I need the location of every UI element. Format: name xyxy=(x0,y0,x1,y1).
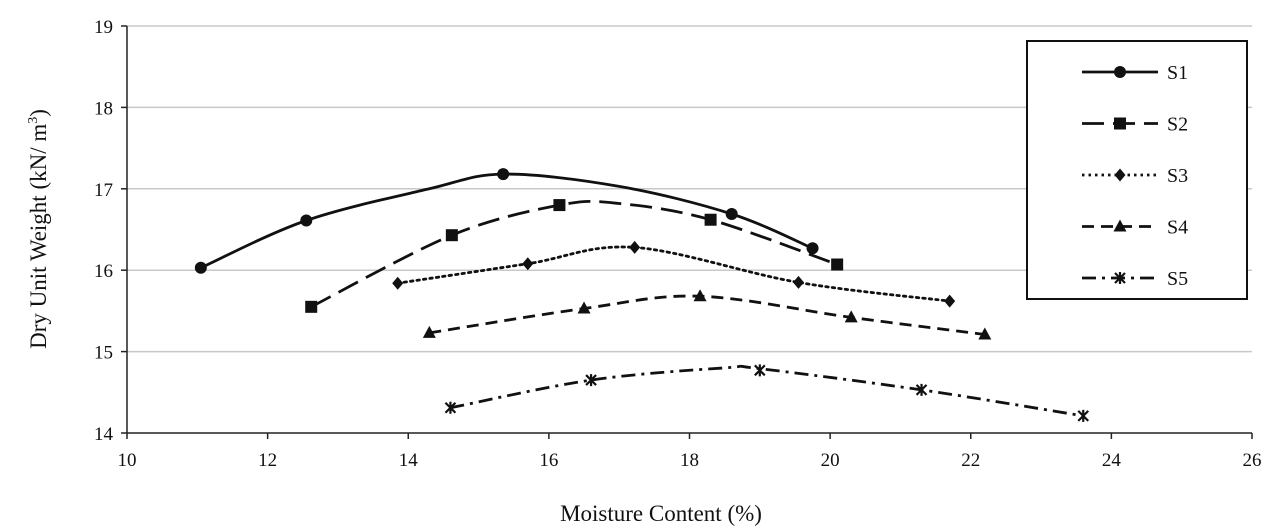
y-tick-label: 19 xyxy=(94,17,113,38)
data-point-s2 xyxy=(553,199,566,212)
legend-label: S2 xyxy=(1167,114,1188,136)
y-tick-label: 15 xyxy=(94,343,113,364)
data-point-s2 xyxy=(305,300,318,313)
x-tick-label: 24 xyxy=(1102,450,1122,471)
legend-marker xyxy=(1114,168,1126,182)
y-tick-label: 17 xyxy=(94,180,113,201)
data-point-s5 xyxy=(585,374,597,387)
series-group xyxy=(194,168,1090,422)
y-tick-label: 14 xyxy=(94,424,114,445)
axis-titles: Moisture Content (%) Dry Unit Weight (kN… xyxy=(26,109,762,526)
x-tick-label: 14 xyxy=(399,450,419,471)
y-axis-title-superscript: 3 xyxy=(26,117,41,124)
x-tick-label: 10 xyxy=(118,450,137,471)
x-tick-label: 12 xyxy=(258,450,277,471)
legend-label: S5 xyxy=(1167,268,1188,290)
data-point-s4 xyxy=(693,289,707,302)
legend-label: S3 xyxy=(1167,165,1188,187)
data-point-s4 xyxy=(978,327,992,340)
y-tick-label: 18 xyxy=(94,98,113,119)
data-point-s4 xyxy=(577,301,591,314)
y-axis-title: Dry Unit Weight (kN/ m3) xyxy=(26,109,51,349)
data-point-s4 xyxy=(422,325,436,338)
data-point-s1 xyxy=(194,261,207,274)
series-s5 xyxy=(444,364,1090,422)
legend-entry-s5: S5 xyxy=(1082,268,1188,290)
series-s3 xyxy=(392,240,956,308)
data-point-s3 xyxy=(392,276,404,290)
data-point-s3 xyxy=(522,257,534,271)
data-point-s3 xyxy=(792,275,804,289)
data-point-s5 xyxy=(915,383,928,396)
legend-entry-s3: S3 xyxy=(1082,165,1188,187)
series-line-s5 xyxy=(450,364,1084,418)
axes xyxy=(121,25,1253,439)
data-point-s1 xyxy=(806,242,819,255)
data-point-s2 xyxy=(704,213,717,226)
data-point-s1 xyxy=(300,214,313,227)
series-line-s2 xyxy=(310,199,838,309)
series-s4 xyxy=(422,289,992,340)
x-axis-title: Moisture Content (%) xyxy=(560,501,762,526)
x-tick-label: 16 xyxy=(539,450,558,471)
x-tick-label: 20 xyxy=(821,450,840,471)
data-point-s1 xyxy=(725,208,738,221)
x-tick-label: 22 xyxy=(961,450,980,471)
tick-labels: 14 15 16 17 18 19 10 12 14 16 18 20 22 24 26 xyxy=(94,17,1262,471)
y-axis-title-close: ) xyxy=(26,109,51,117)
legend-marker xyxy=(1113,219,1127,232)
data-point-s1 xyxy=(497,168,510,181)
series-s1 xyxy=(194,168,819,274)
data-point-s4 xyxy=(844,310,858,323)
data-point-s3 xyxy=(944,294,956,308)
y-axis-title-main: Dry Unit Weight (kN/ m xyxy=(26,124,51,349)
x-tick-label: 26 xyxy=(1243,450,1262,471)
data-point-s2 xyxy=(445,229,458,242)
series-line-s4 xyxy=(429,294,985,336)
legend-marker xyxy=(1114,272,1126,284)
data-point-s5 xyxy=(444,401,457,414)
legend-label: S4 xyxy=(1167,217,1188,239)
x-tick-label: 18 xyxy=(680,450,699,471)
legend: S1 S2 S3 S4 S5 xyxy=(1026,40,1248,300)
legend-box xyxy=(1026,40,1248,300)
data-point-s5 xyxy=(1077,409,1090,422)
legend-entry-s4: S4 xyxy=(1082,217,1188,239)
legend-label: S1 xyxy=(1167,62,1188,84)
series-line-s3 xyxy=(396,245,952,303)
data-point-s3 xyxy=(629,240,641,254)
series-s2 xyxy=(305,199,844,313)
y-tick-label: 16 xyxy=(94,261,113,282)
legend-marker xyxy=(1114,117,1126,130)
data-point-s5 xyxy=(754,364,766,377)
legend-entry-s2: S2 xyxy=(1082,114,1188,136)
legend-entry-s1: S1 xyxy=(1082,62,1188,84)
legend-marker xyxy=(1114,66,1126,78)
data-point-s2 xyxy=(831,258,844,271)
